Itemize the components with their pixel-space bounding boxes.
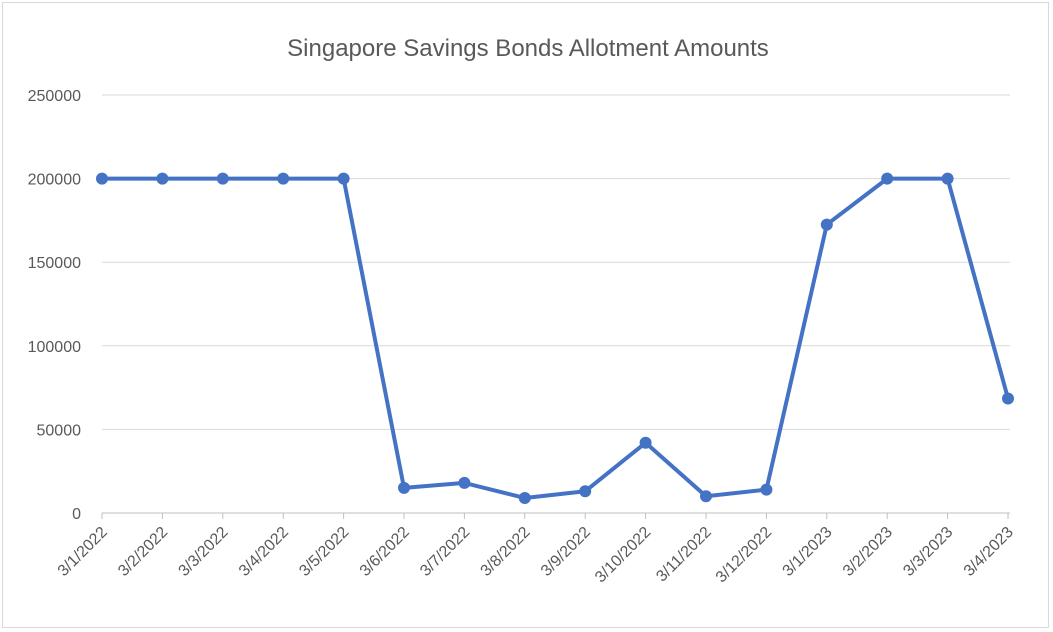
- data-point: [156, 172, 169, 185]
- series-layer: [96, 172, 1014, 504]
- x-tick-label: 3/12/2022: [713, 524, 775, 586]
- x-tick-label: 3/1/2023: [780, 524, 836, 580]
- line-chart: Singapore Savings Bonds Allotment Amount…: [28, 35, 1017, 586]
- data-point: [760, 483, 773, 496]
- series-line: [100, 176, 1010, 500]
- y-tick-label: 250000: [28, 88, 81, 105]
- x-tick-label: 3/2/2022: [115, 524, 171, 580]
- data-point: [96, 172, 108, 185]
- data-point: [277, 172, 290, 185]
- data-point: [579, 485, 592, 498]
- data-point: [216, 172, 229, 185]
- data-point: [337, 172, 350, 185]
- y-axis-ticks: 0 50000 100000 150000 200000 250000: [28, 88, 81, 523]
- gridlines: [102, 94, 1010, 430]
- x-tick-label: 3/7/2022: [417, 524, 473, 580]
- y-tick-label: 0: [72, 506, 81, 523]
- data-point: [518, 491, 531, 504]
- data-point: [639, 436, 652, 449]
- x-tick-label: 3/4/2023: [961, 524, 1017, 580]
- x-tick-label: 3/11/2022: [653, 524, 715, 586]
- x-tick-label: 3/3/2022: [176, 524, 232, 580]
- data-point: [881, 172, 894, 185]
- y-tick-label: 200000: [28, 172, 81, 189]
- x-axis-ticks: 3/1/2022 3/2/2022 3/3/2022 3/4/2022 3/5/2022…: [55, 524, 1017, 586]
- x-tick-label: 3/10/2022: [592, 524, 654, 586]
- data-point: [700, 490, 712, 503]
- chart-title: Singapore Savings Bonds Allotment Amount…: [287, 35, 769, 62]
- x-tick-label: 3/2/2023: [840, 524, 896, 580]
- x-axis: [101, 512, 1010, 519]
- data-point: [458, 476, 471, 489]
- x-tick-label: 3/3/2023: [900, 524, 956, 580]
- x-tick-label: 3/4/2022: [236, 524, 292, 580]
- data-point: [820, 218, 833, 231]
- x-tick-label: 3/6/2022: [357, 524, 413, 580]
- y-tick-label: 50000: [37, 422, 82, 439]
- data-point: [941, 172, 954, 185]
- x-tick-label: 3/9/2022: [538, 524, 594, 580]
- y-tick-label: 150000: [28, 255, 81, 272]
- data-point: [1002, 392, 1014, 405]
- x-tick-label: 3/8/2022: [478, 524, 534, 580]
- data-point: [398, 481, 410, 494]
- y-tick-label: 100000: [28, 339, 81, 356]
- x-tick-label: 3/5/2022: [296, 524, 352, 580]
- x-tick-label: 3/1/2022: [55, 524, 111, 580]
